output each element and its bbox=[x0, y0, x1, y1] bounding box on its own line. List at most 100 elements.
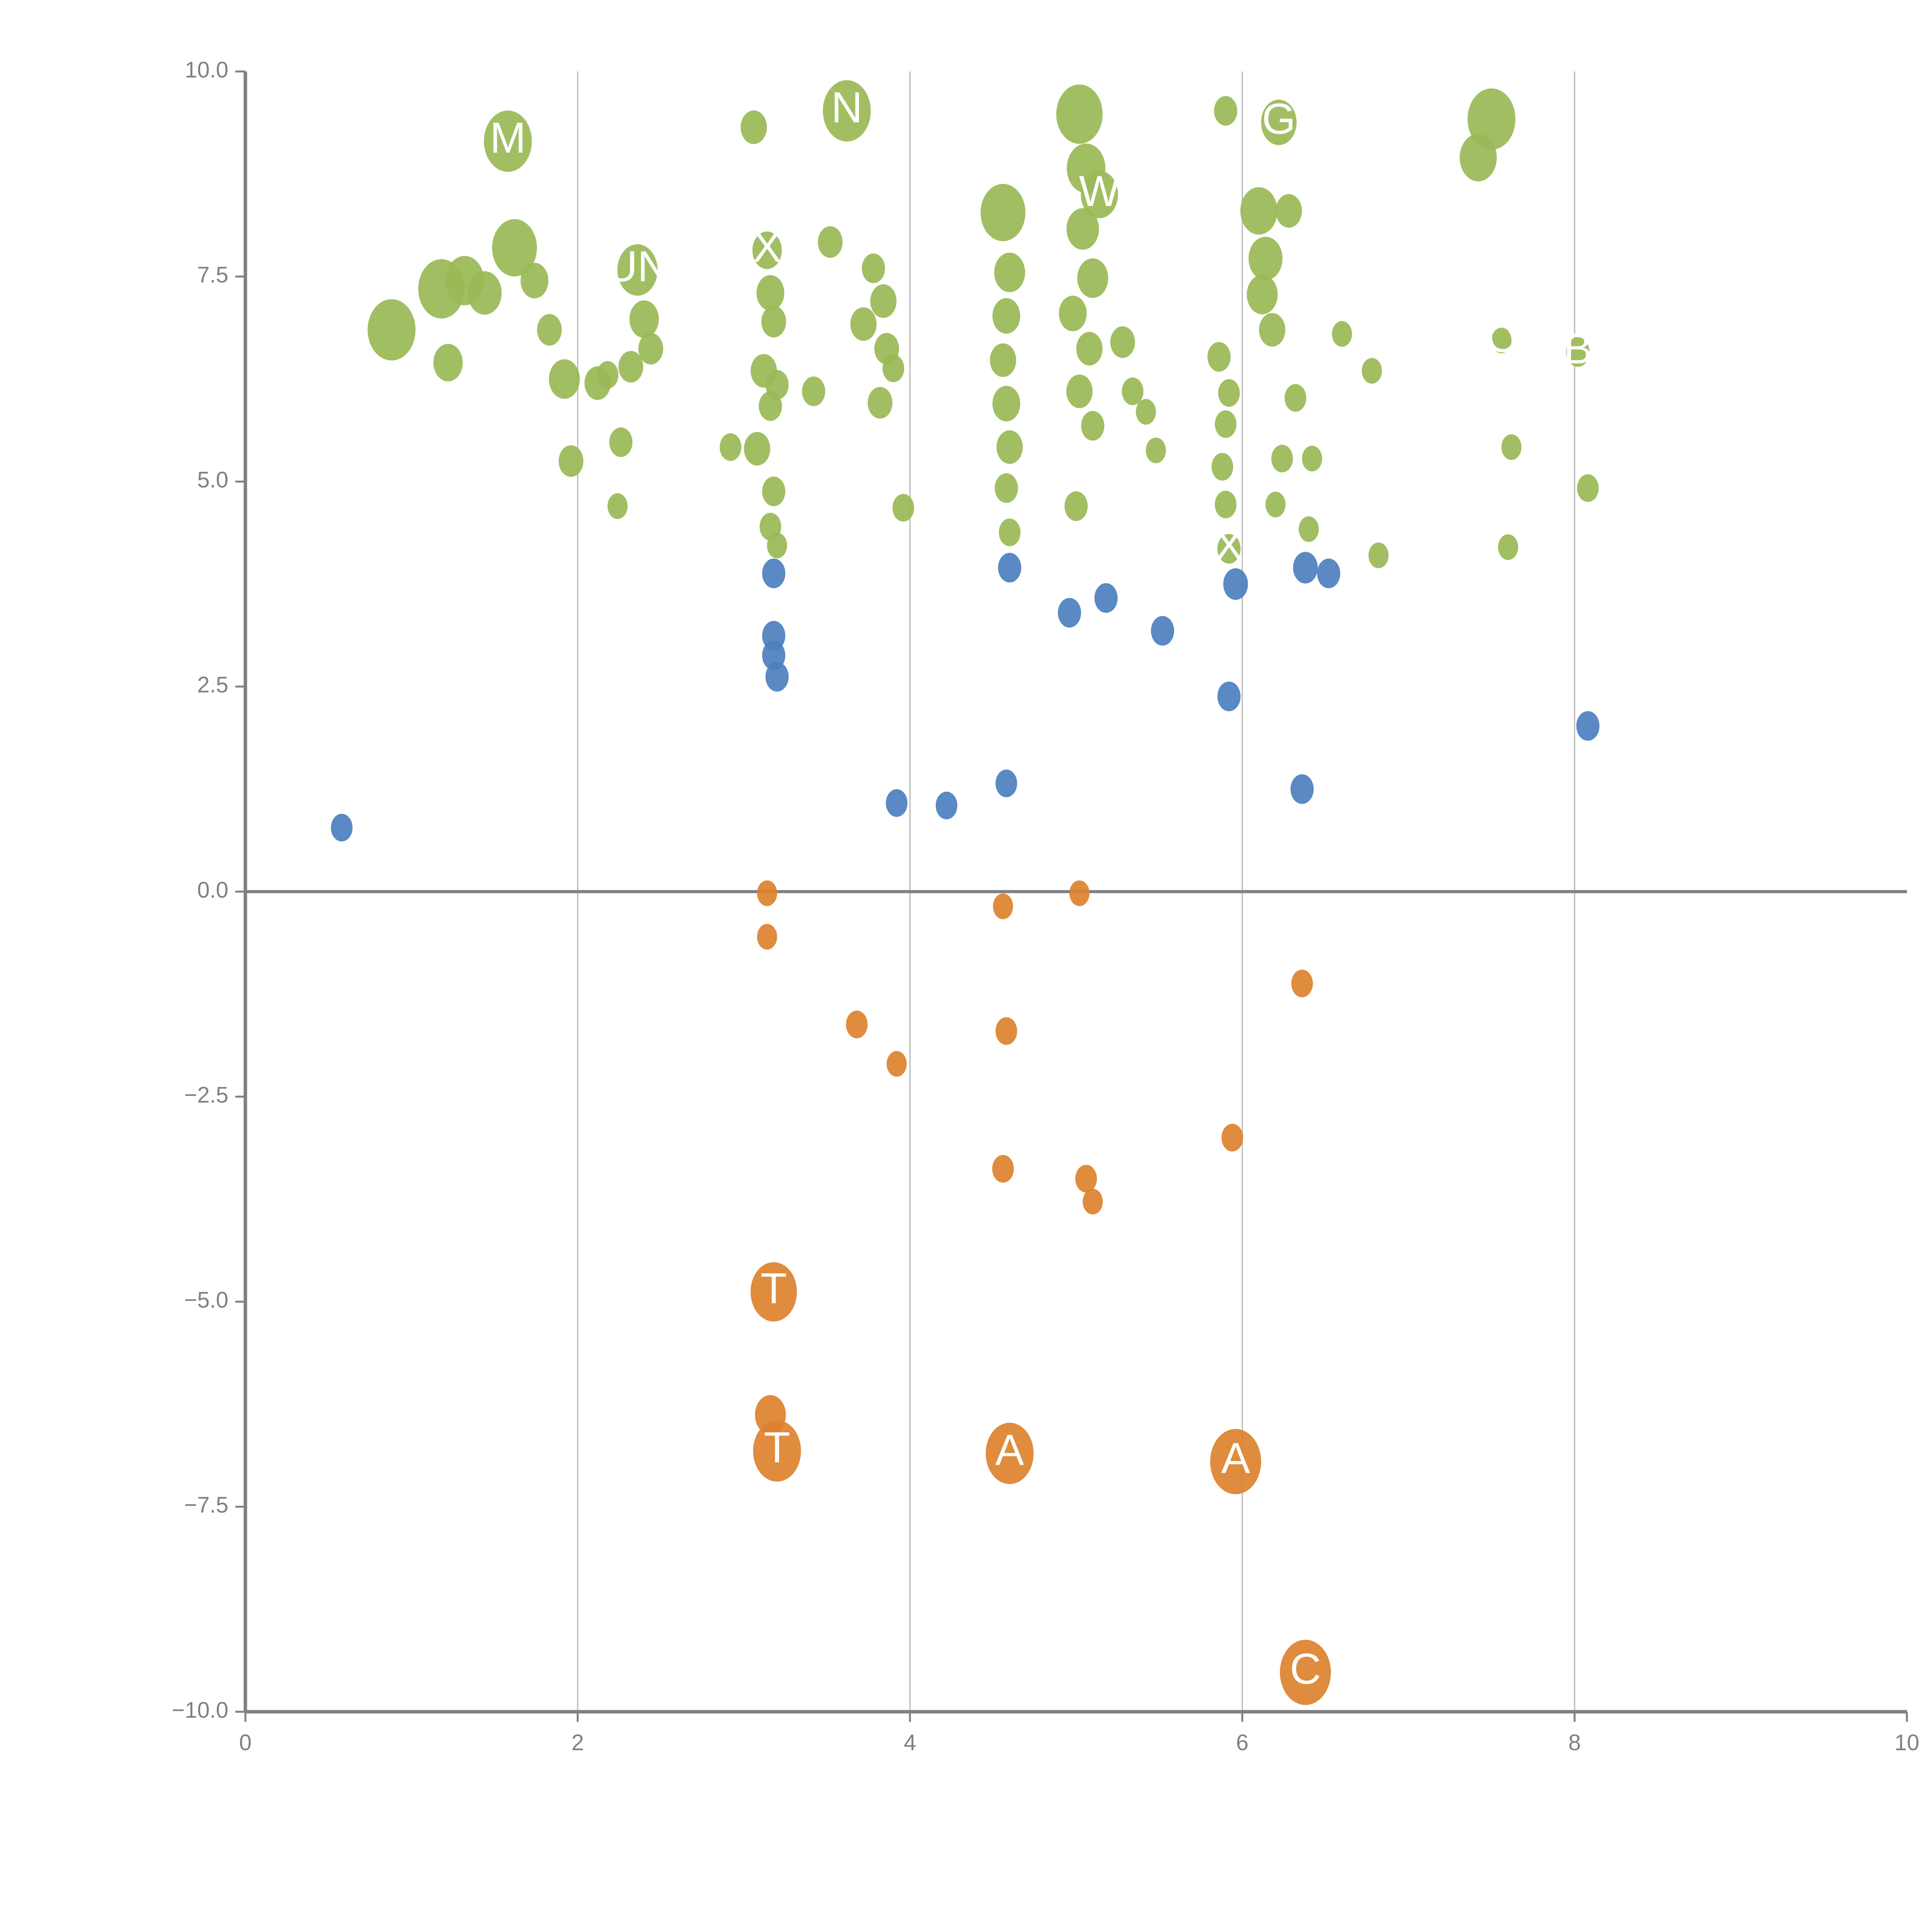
bubble-label: T bbox=[760, 1264, 787, 1313]
data-point-green bbox=[1362, 358, 1382, 384]
data-point-green bbox=[1081, 411, 1104, 441]
y-tick-label: 0.0 bbox=[197, 878, 228, 903]
data-point-orange bbox=[992, 1155, 1014, 1183]
y-tick-label: −10.0 bbox=[172, 1697, 228, 1723]
data-point-green bbox=[638, 333, 663, 365]
data-point-green bbox=[1566, 337, 1590, 367]
data-point-green bbox=[752, 231, 782, 269]
data-point-green bbox=[1302, 446, 1322, 472]
data-point-orange bbox=[750, 1262, 797, 1322]
y-axis-tick-labels: 10.0 7.5 5.0 2.5 0.0 −2.5 −5.0 −7.5 −10.0 bbox=[172, 57, 228, 1723]
data-point-orange bbox=[753, 1420, 801, 1482]
data-point-green bbox=[597, 361, 619, 389]
data-point-green bbox=[883, 354, 904, 383]
data-point-green bbox=[990, 343, 1016, 377]
bubble-label: C bbox=[1290, 1645, 1321, 1693]
data-point-green bbox=[609, 427, 633, 457]
data-point-green bbox=[867, 387, 893, 419]
bubble-label: W bbox=[1079, 167, 1120, 215]
x-tick-label: 8 bbox=[1568, 1730, 1581, 1755]
data-point-blue bbox=[1576, 711, 1600, 741]
data-point-green bbox=[1271, 444, 1293, 473]
data-point-green bbox=[870, 284, 897, 318]
x-tick-label: 10 bbox=[1895, 1730, 1920, 1755]
data-point-orange bbox=[995, 1017, 1017, 1045]
y-tick-label: 2.5 bbox=[197, 672, 228, 697]
data-point-green bbox=[802, 376, 825, 406]
x-tick-label: 0 bbox=[239, 1730, 252, 1755]
data-point-green bbox=[719, 433, 742, 461]
data-point-green bbox=[850, 307, 877, 341]
data-point-green bbox=[995, 473, 1018, 503]
data-points bbox=[331, 80, 1600, 1705]
data-point-green bbox=[1076, 332, 1103, 366]
data-point-green bbox=[767, 532, 787, 559]
data-point-green bbox=[823, 80, 871, 142]
data-point-green bbox=[1459, 134, 1497, 182]
data-point-green bbox=[1215, 410, 1236, 438]
data-point-green bbox=[1259, 313, 1286, 347]
data-point-orange bbox=[757, 880, 777, 906]
data-point-green bbox=[862, 253, 885, 283]
bubble-label: A bbox=[1221, 1434, 1250, 1482]
data-point-green bbox=[1136, 399, 1156, 425]
data-point-green bbox=[756, 275, 784, 311]
data-point-blue bbox=[1293, 552, 1318, 584]
data-point-green bbox=[1207, 342, 1231, 372]
y-tick-label: 10.0 bbox=[185, 57, 228, 82]
data-point-green bbox=[520, 263, 549, 299]
data-point-orange bbox=[846, 1010, 868, 1039]
x-tick-label: 6 bbox=[1236, 1730, 1248, 1755]
data-point-green bbox=[744, 432, 770, 466]
data-point-blue bbox=[995, 769, 1017, 798]
data-point-blue bbox=[998, 553, 1021, 583]
data-point-green bbox=[818, 226, 843, 258]
data-point-green bbox=[629, 300, 659, 338]
data-point-green bbox=[1284, 384, 1306, 412]
data-point-green bbox=[1217, 534, 1241, 564]
data-point-green bbox=[617, 244, 658, 296]
data-point-green bbox=[1299, 516, 1319, 542]
data-point-green bbox=[1577, 474, 1599, 502]
data-point-blue bbox=[1223, 568, 1248, 600]
data-point-green bbox=[740, 110, 767, 144]
data-point-green bbox=[607, 493, 628, 519]
data-point-blue bbox=[1058, 598, 1081, 628]
data-point-green bbox=[468, 271, 502, 315]
data-point-green bbox=[992, 386, 1020, 422]
data-point-green bbox=[892, 494, 914, 522]
data-point-green bbox=[997, 430, 1023, 464]
data-point-orange bbox=[1291, 969, 1313, 998]
x-tick-label: 4 bbox=[904, 1730, 916, 1755]
bubble-label: X bbox=[1214, 521, 1243, 570]
data-point-orange bbox=[1221, 1124, 1243, 1152]
bubble-label: T bbox=[764, 1423, 790, 1472]
data-point-green bbox=[1066, 374, 1093, 408]
data-point-green bbox=[1211, 453, 1233, 481]
data-point-green bbox=[1498, 534, 1518, 560]
bubble-label: UN bbox=[606, 242, 669, 291]
data-point-green bbox=[994, 252, 1025, 293]
data-point-blue bbox=[1317, 558, 1340, 588]
data-point-blue bbox=[935, 791, 957, 820]
data-point-orange bbox=[1280, 1639, 1331, 1705]
data-point-green bbox=[1368, 542, 1389, 568]
data-point-green bbox=[1077, 258, 1108, 298]
data-point-green bbox=[492, 219, 537, 277]
data-point-green bbox=[1247, 275, 1278, 315]
data-point-green bbox=[1122, 377, 1144, 405]
data-point-green bbox=[759, 391, 782, 421]
data-point-green bbox=[1265, 492, 1286, 517]
data-point-orange bbox=[1083, 1189, 1103, 1215]
data-point-orange bbox=[986, 1423, 1034, 1484]
y-tick-label: 5.0 bbox=[197, 468, 228, 493]
y-tick-label: 7.5 bbox=[197, 262, 228, 287]
data-point-green bbox=[433, 344, 463, 382]
data-point-orange bbox=[1075, 1165, 1097, 1193]
data-point-green bbox=[999, 519, 1020, 546]
data-point-green bbox=[1110, 326, 1135, 358]
data-point-green bbox=[1261, 99, 1297, 145]
data-point-green bbox=[1248, 236, 1283, 281]
data-point-green bbox=[484, 111, 532, 172]
data-point-green bbox=[1218, 379, 1240, 407]
